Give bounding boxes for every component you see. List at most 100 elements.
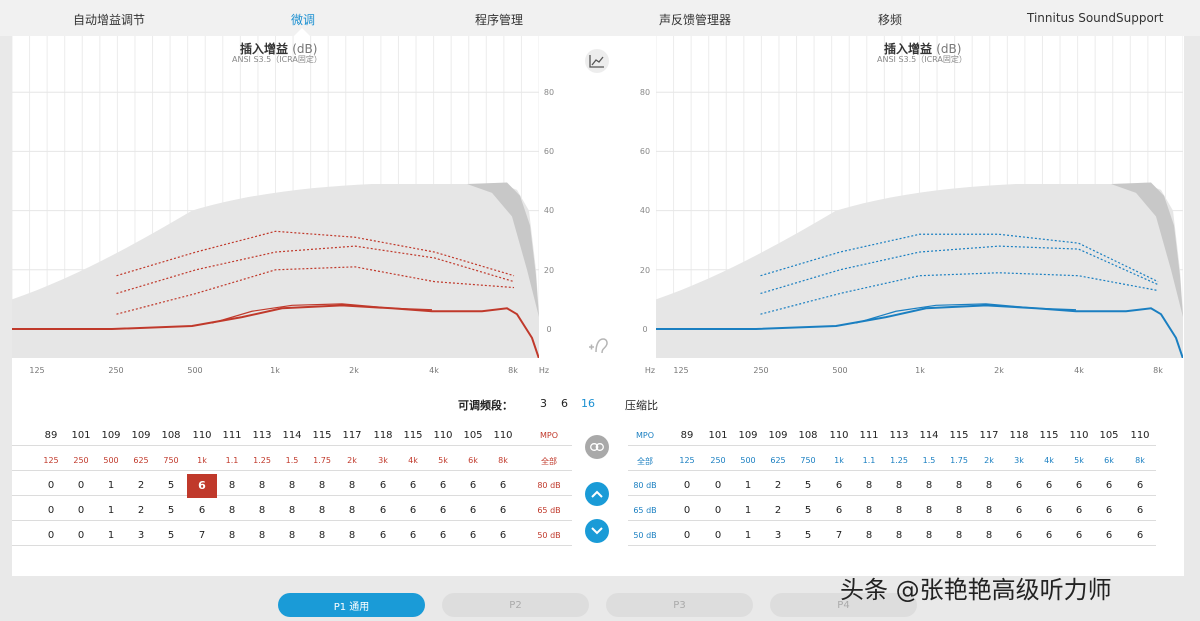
left-gain-cell[interactable]: 2 [137,505,145,516]
right-gain-cell[interactable]: 8 [865,530,873,541]
right-gain-cell[interactable]: 8 [925,530,933,541]
left-gain-cell[interactable]: 8 [348,505,356,516]
left-mpo-cell[interactable]: 110 [433,430,453,441]
left-gain-cell[interactable]: 8 [288,480,296,491]
right-freq-header[interactable]: 8k [1135,456,1145,465]
left-gain-cell[interactable]: 8 [348,530,356,541]
left-gain-cell[interactable]: 6 [198,505,206,516]
left-gain-cell[interactable]: 0 [47,530,55,541]
right-freq-header[interactable]: 1.75 [950,456,968,465]
right-gain-cell[interactable]: 6 [835,480,843,491]
left-freq-header[interactable]: 3k [378,456,388,465]
right-freq-header[interactable]: 2k [984,456,994,465]
right-mpo-cell[interactable]: 110 [1069,430,1089,441]
right-gain-cell[interactable]: 8 [985,530,993,541]
left-mpo-cell[interactable]: 110 [493,430,513,441]
right-gain-cell[interactable]: 0 [714,505,722,516]
left-freq-header[interactable]: 1.1 [225,456,239,465]
left-gain-cell[interactable]: 2 [137,480,145,491]
tab-auto-gain[interactable]: 自动增益调节 [73,13,146,27]
right-gain-cell[interactable]: 2 [774,480,782,491]
left-gain-cell[interactable]: 0 [77,530,85,541]
left-freq-header[interactable]: 6k [468,456,478,465]
right-mpo-cell[interactable]: 109 [738,430,758,441]
right-freq-header[interactable]: 3k [1014,456,1024,465]
right-gain-cell[interactable]: 6 [1045,505,1053,516]
tab-program-manager[interactable]: 程序管理 [475,13,524,27]
right-gain-cell[interactable]: 6 [1136,530,1144,541]
left-gain-cell[interactable]: 8 [228,530,236,541]
right-level-label[interactable]: 50 dB [633,531,657,540]
left-freq-header[interactable]: 250 [73,456,89,465]
right-gain-cell[interactable]: 1 [744,530,752,541]
program-p4-button[interactable]: P4 [770,593,917,617]
left-gain-cell[interactable]: 7 [198,530,206,541]
right-gain-cell[interactable]: 0 [683,505,691,516]
left-gain-cell[interactable]: 8 [258,530,266,541]
right-gain-cell[interactable]: 7 [835,530,843,541]
right-mpo-label[interactable]: MPO [635,431,655,440]
left-gain-cell[interactable]: 3 [137,530,145,541]
left-freq-header[interactable]: 1.25 [253,456,271,465]
left-gain-cell[interactable]: 8 [348,480,356,491]
band-option-6[interactable]: 6 [561,397,568,410]
tab-fine-tuning[interactable]: 微调 [291,13,316,27]
right-mpo-cell[interactable]: 109 [768,430,788,441]
left-gain-cell[interactable]: 1 [107,480,115,491]
left-gain-cell[interactable]: 6 [409,530,417,541]
right-gain-cell[interactable]: 8 [925,505,933,516]
left-mpo-cell[interactable]: 115 [403,430,423,441]
right-gain-cell[interactable]: 6 [1075,530,1083,541]
compression-ratio-link[interactable]: 压缩比 [625,399,658,412]
left-level-label[interactable]: 80 dB [537,481,561,490]
right-freq-header[interactable]: 6k [1104,456,1114,465]
band-option-16[interactable]: 16 [581,397,595,410]
right-mpo-cell[interactable]: 108 [798,430,818,441]
left-mpo-cell[interactable]: 108 [161,430,181,441]
left-gain-cell[interactable]: 6 [379,505,387,516]
right-mpo-cell[interactable]: 117 [979,430,999,441]
right-freq-header[interactable]: 1.5 [922,456,936,465]
left-gain-cell[interactable]: 1 [107,530,115,541]
right-mpo-cell[interactable]: 115 [1039,430,1059,441]
right-freq-header[interactable]: 500 [740,456,756,465]
left-freq-header[interactable]: 1.75 [313,456,331,465]
left-gain-cell[interactable]: 6 [439,480,447,491]
right-gain-cell[interactable]: 8 [985,505,993,516]
left-mpo-cell[interactable]: 110 [192,430,212,441]
decrease-gain-button[interactable] [585,519,609,543]
right-gain-cell[interactable]: 8 [895,480,903,491]
left-gain-cell[interactable]: 0 [77,505,85,516]
left-mpo-cell[interactable]: 109 [101,430,121,441]
left-gain-cell[interactable]: 5 [167,530,175,541]
right-gain-cell[interactable]: 6 [1105,480,1113,491]
program-p1-button[interactable]: P1 通用 [278,593,425,617]
left-gain-cell[interactable]: 0 [47,505,55,516]
left-gain-cell[interactable]: 6 [499,505,507,516]
left-freq-header[interactable]: 8k [498,456,508,465]
right-gain-cell[interactable]: 6 [1015,505,1023,516]
right-gain-cell[interactable]: 6 [1136,480,1144,491]
left-gain-cell[interactable]: 8 [258,480,266,491]
left-mpo-cell[interactable]: 89 [44,430,58,441]
left-freq-header[interactable]: 625 [133,456,149,465]
right-gain-cell[interactable]: 0 [714,530,722,541]
right-gain-cell[interactable]: 8 [895,530,903,541]
right-gain-graph[interactable] [656,36,1183,358]
left-gain-cell[interactable]: 6 [469,480,477,491]
right-gain-cell[interactable]: 8 [895,505,903,516]
left-gain-cell[interactable]: 8 [288,505,296,516]
left-gain-cell[interactable]: 8 [228,480,236,491]
tab-feedback-manager[interactable]: 声反馈管理器 [659,13,732,27]
left-gain-cell[interactable]: 0 [77,480,85,491]
left-gain-cell[interactable]: 6 [409,480,417,491]
right-gain-cell[interactable]: 6 [1015,530,1023,541]
right-gain-cell[interactable]: 6 [1045,480,1053,491]
left-mpo-cell[interactable]: 109 [131,430,151,441]
left-gain-cell[interactable]: 6 [379,480,387,491]
left-gain-cell[interactable]: 6 [469,505,477,516]
left-gain-cell[interactable]: 8 [318,480,326,491]
right-freq-header[interactable]: 250 [710,456,726,465]
left-gain-cell[interactable]: 8 [258,505,266,516]
right-gain-cell[interactable]: 8 [955,530,963,541]
